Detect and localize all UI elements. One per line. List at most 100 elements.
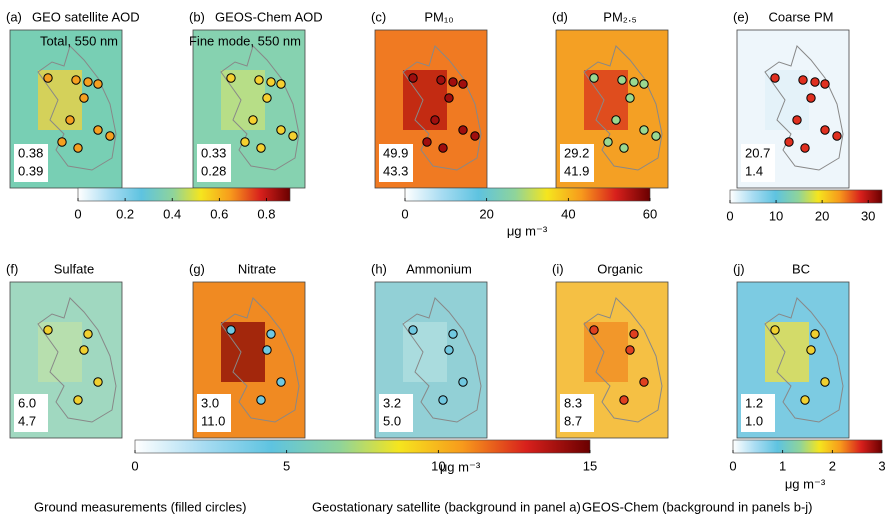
colorbar xyxy=(730,190,882,203)
panel-note: Total, 550 nm xyxy=(40,33,118,48)
station-marker xyxy=(72,76,80,84)
station-marker xyxy=(263,346,271,354)
colorbar-unit: μg m⁻³ xyxy=(785,476,826,491)
station-marker xyxy=(84,330,92,338)
station-marker xyxy=(652,132,660,140)
station-marker xyxy=(267,78,275,86)
station-marker xyxy=(257,144,265,152)
colorbar-tick-label: 20 xyxy=(479,206,493,221)
panel-title: Organic xyxy=(597,261,643,276)
stat-value: 6.0 xyxy=(18,395,36,410)
panel-label: (i) xyxy=(552,261,564,276)
stat-value: 4.7 xyxy=(18,413,36,428)
stat-value: 3.0 xyxy=(201,395,219,410)
colorbar-tick-label: 2 xyxy=(829,458,836,473)
station-marker xyxy=(821,126,829,134)
colorbar-tick-label: 0 xyxy=(726,208,733,223)
station-marker xyxy=(590,326,598,334)
colorbar-tick-label: 0 xyxy=(74,206,81,221)
panel-label: (c) xyxy=(371,9,386,24)
panel-note: Fine mode, 550 nm xyxy=(189,33,301,48)
colorbar xyxy=(733,440,882,453)
station-marker xyxy=(409,326,417,334)
legend-text: Geostationary satellite (background in p… xyxy=(312,499,581,514)
station-marker xyxy=(227,326,235,334)
colorbar xyxy=(135,440,590,453)
panel-title: PM₂.₅ xyxy=(603,9,636,24)
station-marker xyxy=(449,78,457,86)
station-marker xyxy=(799,76,807,84)
colorbar-unit: μg m⁻³ xyxy=(507,223,548,238)
colorbar-tick-label: 0.8 xyxy=(257,206,275,221)
stat-value: 0.38 xyxy=(18,145,43,160)
station-marker xyxy=(771,74,779,82)
station-marker xyxy=(241,138,249,146)
station-marker xyxy=(612,116,620,124)
station-marker xyxy=(74,144,82,152)
station-marker xyxy=(471,132,479,140)
station-marker xyxy=(630,78,638,86)
station-marker xyxy=(811,330,819,338)
station-marker xyxy=(227,74,235,82)
station-marker xyxy=(263,94,271,102)
station-marker xyxy=(94,378,102,386)
panel-title: Ammonium xyxy=(406,261,472,276)
stat-value: 49.9 xyxy=(383,145,408,160)
station-marker xyxy=(277,378,285,386)
panel-label: (h) xyxy=(371,261,387,276)
station-marker xyxy=(811,78,819,86)
stat-value: 41.9 xyxy=(564,163,589,178)
station-marker xyxy=(267,330,275,338)
station-marker xyxy=(445,346,453,354)
station-marker xyxy=(833,132,841,140)
station-marker xyxy=(80,346,88,354)
station-marker xyxy=(84,78,92,86)
station-marker xyxy=(44,74,52,82)
station-marker xyxy=(74,396,82,404)
stat-value: 0.28 xyxy=(201,163,226,178)
colorbar-tick-label: 0.4 xyxy=(163,206,181,221)
panel-label: (d) xyxy=(552,9,568,24)
station-marker xyxy=(626,346,634,354)
colorbar-tick-label: 0 xyxy=(729,458,736,473)
station-marker xyxy=(793,116,801,124)
colorbar-tick-label: 0 xyxy=(401,206,408,221)
station-marker xyxy=(590,74,598,82)
station-marker xyxy=(409,74,417,82)
station-marker xyxy=(620,396,628,404)
panel-title: GEOS-Chem AOD xyxy=(215,9,323,24)
colorbar-tick-label: 1 xyxy=(779,458,786,473)
stat-value: 11.0 xyxy=(201,413,225,428)
station-marker xyxy=(771,326,779,334)
station-marker xyxy=(459,80,467,88)
station-marker xyxy=(277,80,285,88)
stat-value: 1.2 xyxy=(745,395,763,410)
figure: (a)GEO satellite AODTotal, 550 nm0.380.3… xyxy=(0,0,887,518)
station-marker xyxy=(630,330,638,338)
colorbar-tick-label: 10 xyxy=(769,208,783,223)
panel-title: Sulfate xyxy=(54,261,94,276)
station-marker xyxy=(80,94,88,102)
colorbar-tick-label: 60 xyxy=(643,206,657,221)
stat-value: 29.2 xyxy=(564,145,589,160)
station-marker xyxy=(431,116,439,124)
colorbar-tick-label: 40 xyxy=(561,206,575,221)
colorbar-tick-label: 0 xyxy=(131,458,138,473)
panel-label: (e) xyxy=(733,9,749,24)
station-marker xyxy=(257,396,265,404)
station-marker xyxy=(618,76,626,84)
colorbar-tick-label: 0.6 xyxy=(210,206,228,221)
stat-value: 20.7 xyxy=(745,145,770,160)
station-marker xyxy=(640,80,648,88)
stat-value: 8.7 xyxy=(564,413,582,428)
panel-label: (j) xyxy=(733,261,745,276)
panel-label: (a) xyxy=(6,9,22,24)
station-marker xyxy=(626,94,634,102)
panel-title: PM₁₀ xyxy=(424,9,453,24)
panel-label: (g) xyxy=(189,261,205,276)
station-marker xyxy=(801,396,809,404)
stat-value: 1.4 xyxy=(745,163,763,178)
station-marker xyxy=(94,126,102,134)
station-marker xyxy=(807,94,815,102)
station-marker xyxy=(437,76,445,84)
